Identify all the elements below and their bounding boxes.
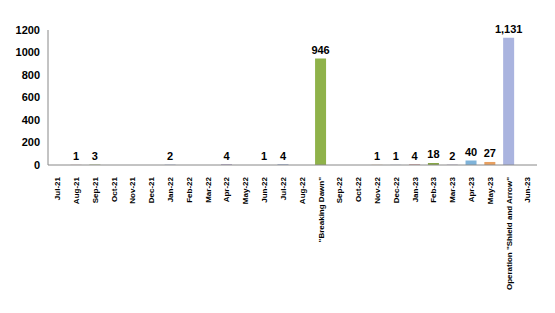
svg-text:Sep-21: Sep-21	[91, 176, 100, 203]
svg-text:Oct-21: Oct-21	[110, 176, 119, 201]
svg-text:Nov-22: Nov-22	[373, 176, 382, 203]
svg-text:1: 1	[261, 150, 267, 162]
svg-text:Feb-23: Feb-23	[429, 176, 438, 202]
svg-text:Operation "Shield and Arrow": Operation "Shield and Arrow"	[505, 177, 514, 290]
svg-text:40: 40	[465, 146, 477, 158]
svg-text:Feb-22: Feb-22	[185, 176, 194, 202]
svg-text:200: 200	[22, 136, 40, 148]
svg-text:1,131: 1,131	[495, 23, 523, 35]
svg-text:1000: 1000	[16, 46, 40, 58]
svg-text:400: 400	[22, 114, 40, 126]
svg-text:2: 2	[167, 150, 173, 162]
svg-text:800: 800	[22, 69, 40, 81]
svg-text:Oct-22: Oct-22	[354, 176, 363, 201]
svg-text:1: 1	[374, 150, 380, 162]
svg-text:Apr-23: Apr-23	[467, 176, 476, 202]
svg-text:600: 600	[22, 91, 40, 103]
svg-text:Jul-22: Jul-22	[279, 176, 288, 200]
svg-text:Nov-21: Nov-21	[128, 176, 137, 203]
svg-text:Aug-22: Aug-22	[298, 176, 307, 204]
svg-text:Jan-22: Jan-22	[166, 176, 175, 202]
svg-text:1: 1	[73, 150, 79, 162]
svg-text:3: 3	[92, 150, 98, 162]
svg-text:27: 27	[484, 147, 496, 159]
svg-text:Aug-21: Aug-21	[72, 176, 81, 204]
svg-text:Mar-23: Mar-23	[448, 176, 457, 202]
svg-text:1: 1	[393, 150, 399, 162]
svg-text:Mar-22: Mar-22	[204, 176, 213, 202]
svg-text:946: 946	[311, 44, 329, 56]
svg-text:"Breaking Dawn": "Breaking Dawn"	[317, 177, 326, 243]
svg-text:0: 0	[34, 159, 40, 171]
svg-text:May-22: May-22	[241, 176, 250, 204]
svg-text:Dec-21: Dec-21	[147, 176, 156, 203]
svg-text:Jun-22: Jun-22	[260, 176, 269, 202]
svg-text:Jul-21: Jul-21	[53, 176, 62, 200]
svg-text:4: 4	[412, 150, 419, 162]
svg-text:Jun-23: Jun-23	[523, 176, 532, 202]
svg-text:Apr-22: Apr-22	[222, 176, 231, 202]
svg-text:May-23: May-23	[486, 176, 495, 204]
svg-text:4: 4	[223, 150, 230, 162]
svg-text:1200: 1200	[16, 24, 40, 36]
svg-text:18: 18	[427, 148, 439, 160]
svg-text:Jan-23: Jan-23	[411, 176, 420, 202]
svg-text:2: 2	[449, 150, 455, 162]
svg-text:Dec-22: Dec-22	[392, 176, 401, 203]
svg-text:Sep-22: Sep-22	[335, 176, 344, 203]
svg-text:4: 4	[280, 150, 287, 162]
